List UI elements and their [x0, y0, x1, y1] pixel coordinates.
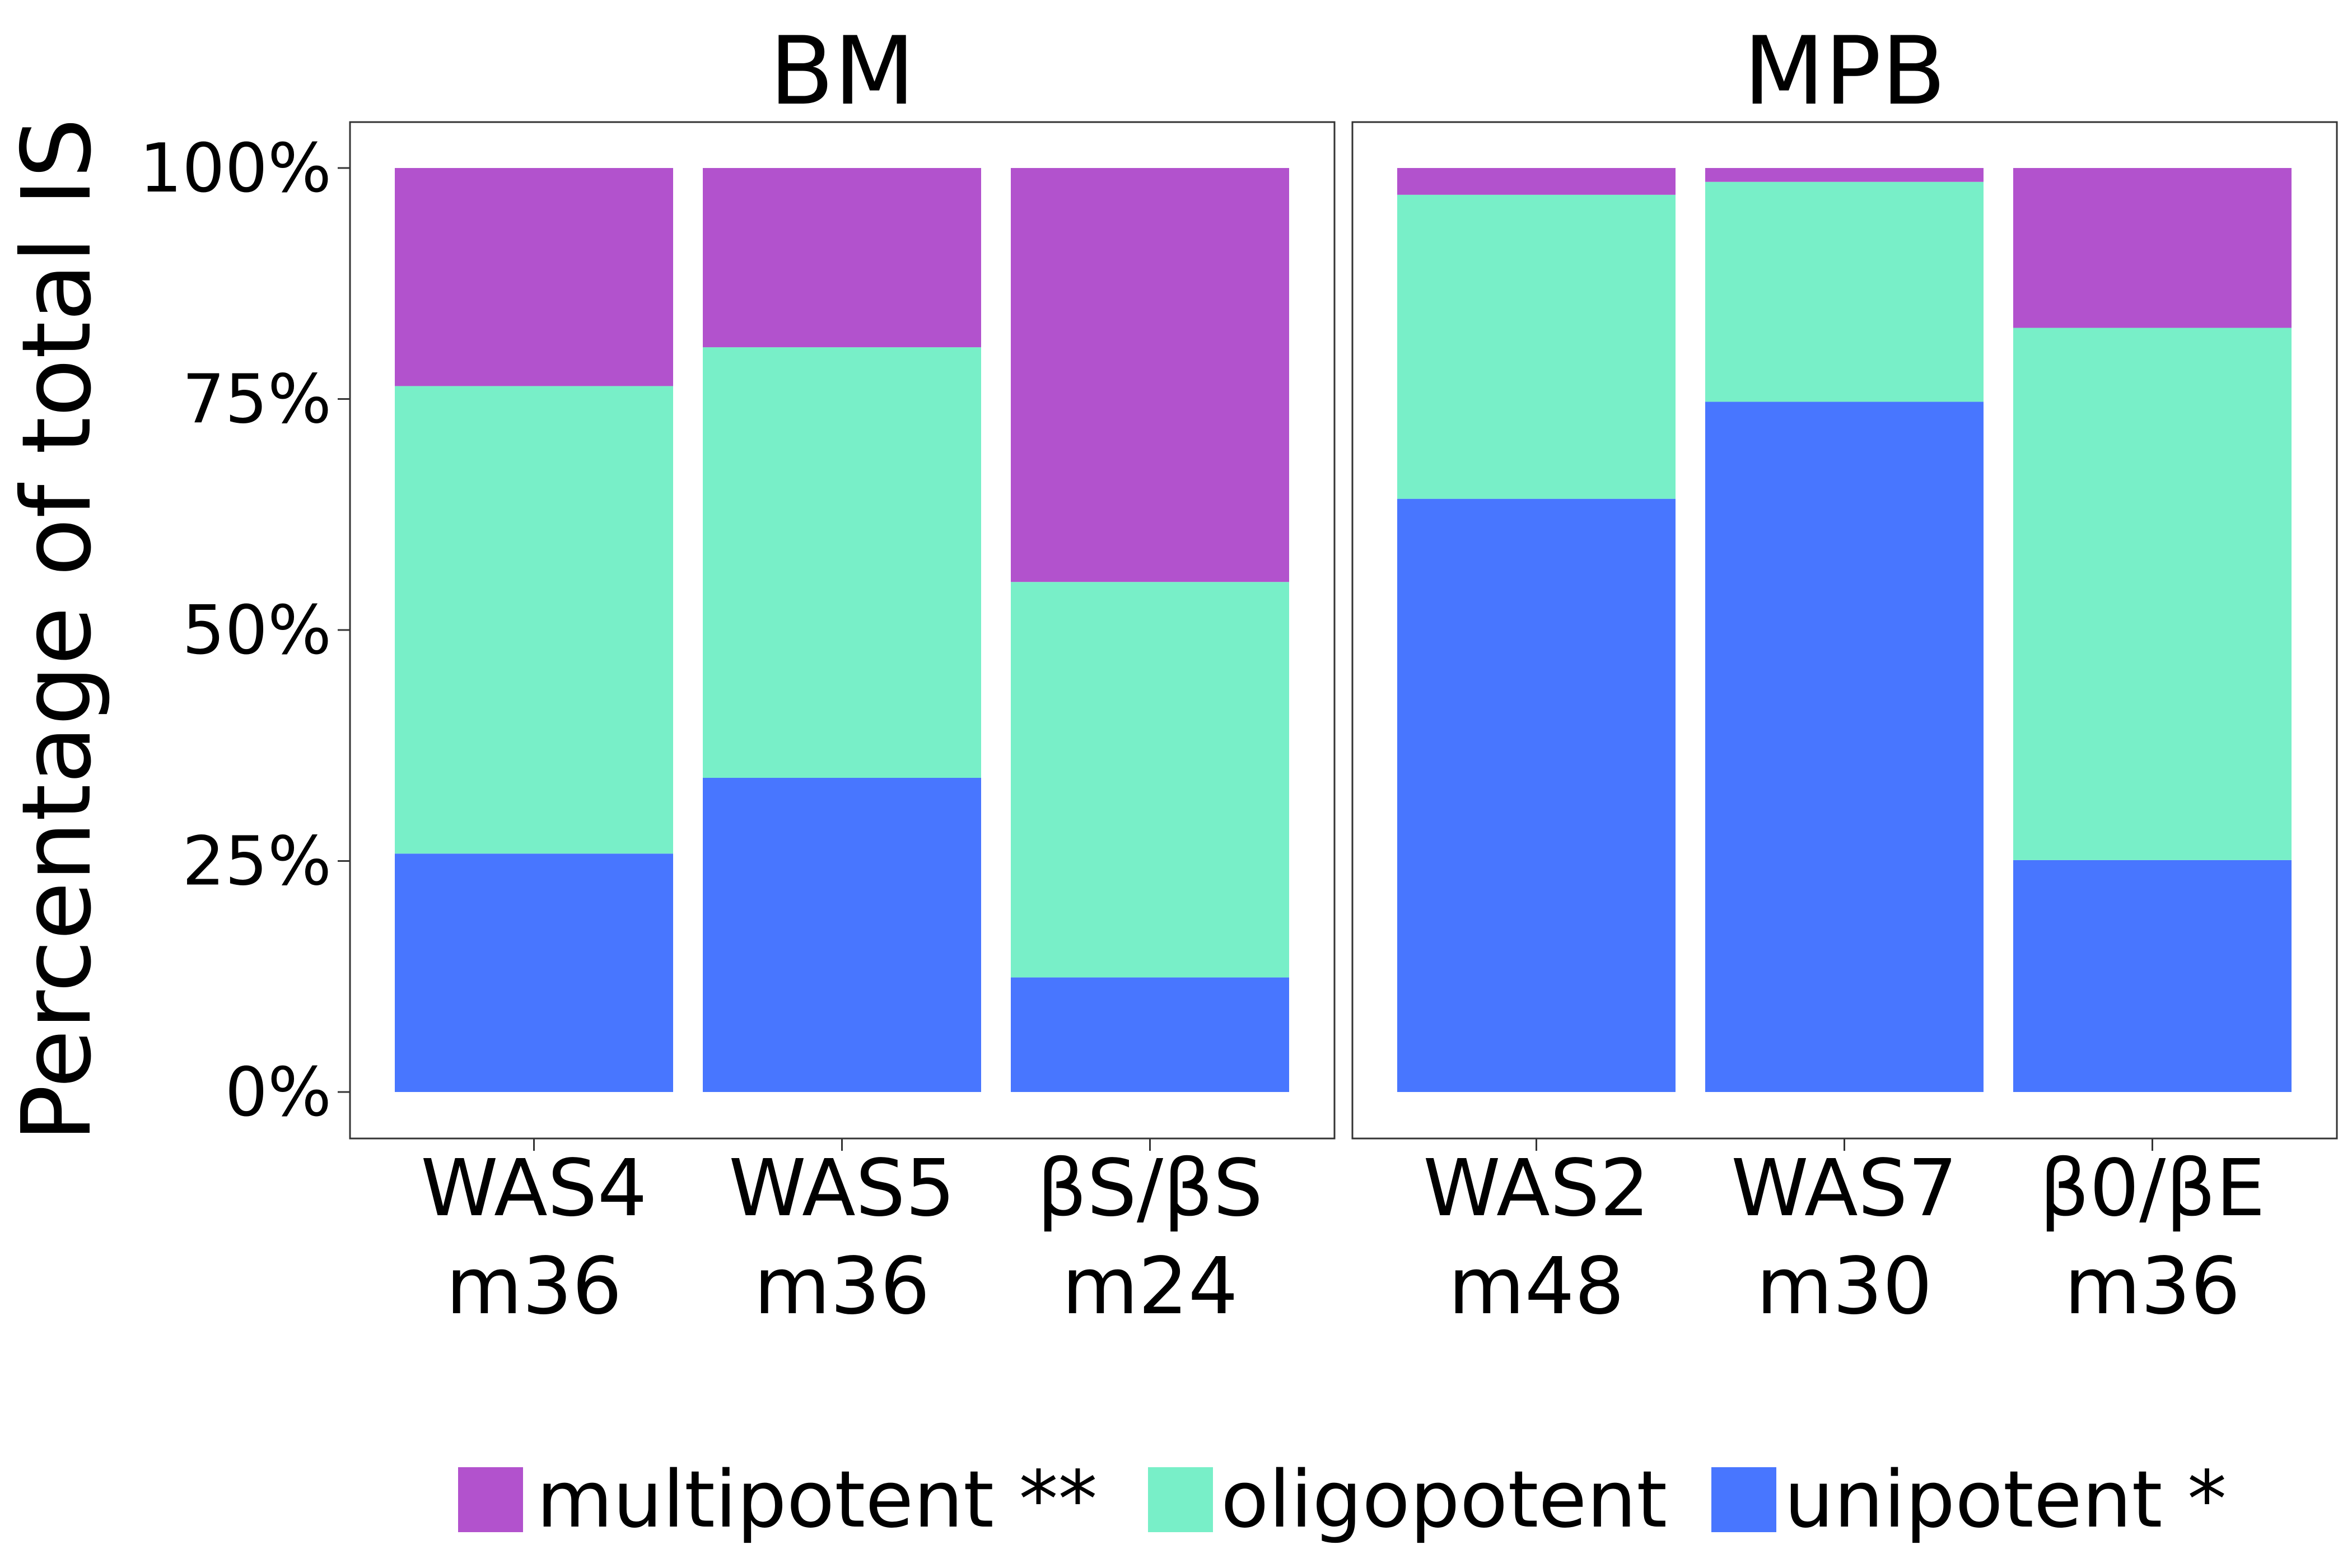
x-tick-label-line2: m36	[754, 1241, 930, 1332]
bar-segment-multipotent	[703, 168, 981, 348]
bar-segment-unipotent	[395, 853, 673, 1092]
x-tick-label-line1: WAS7	[1731, 1143, 1957, 1234]
y-axis-title-group: Percentage of total IS	[2, 118, 113, 1142]
legend-swatch	[458, 1467, 523, 1532]
x-tick-label-line2: m24	[1062, 1241, 1238, 1332]
bar-segment-unipotent	[1011, 977, 1289, 1092]
y-tick-label: 100%	[139, 130, 332, 208]
bar-segment-oligopotent	[1011, 582, 1289, 978]
y-tick-label: 0%	[225, 1054, 332, 1132]
bar-segment-oligopotent	[703, 347, 981, 778]
legend-item-unipotent: unipotent *	[1711, 1454, 2227, 1546]
bar-segment-oligopotent	[1705, 181, 1984, 402]
x-tick-label-line2: m36	[2064, 1241, 2241, 1332]
bar-segment-unipotent	[703, 778, 981, 1092]
x-tick-label-line2: m48	[1448, 1241, 1625, 1332]
bar-segment-multipotent	[1705, 168, 1984, 182]
bar-segment-oligopotent	[395, 386, 673, 854]
bar-segment-multipotent	[2013, 168, 2292, 328]
x-tick-label-line1: β0/βE	[2040, 1143, 2265, 1234]
facet-title: BM	[769, 16, 915, 126]
bar-segment-oligopotent	[1397, 194, 1676, 499]
y-axis-title: Percentage of total IS	[2, 118, 113, 1142]
y-tick-label: 25%	[182, 823, 332, 901]
x-tick-label-line1: WAS4	[421, 1143, 647, 1234]
legend-item-multipotent: multipotent **	[458, 1454, 1097, 1546]
bar-segment-unipotent	[2013, 860, 2292, 1092]
x-tick-label-line2: m36	[446, 1241, 622, 1332]
facet-title: MPB	[1743, 16, 1946, 126]
legend: multipotent ** oligopotent unipotent *	[458, 1454, 2227, 1546]
y-tick-label: 75%	[182, 361, 332, 439]
x-tick-label-line2: m30	[1756, 1241, 1933, 1332]
y-tick-label: 50%	[182, 592, 332, 670]
legend-item-oligopotent: oligopotent	[1148, 1454, 1667, 1546]
legend-swatch	[1711, 1467, 1776, 1532]
y-axis: 0% 25% 50% 75% 100%	[139, 130, 350, 1132]
bar-segment-unipotent	[1705, 402, 1984, 1093]
bar-segment-multipotent	[395, 168, 673, 386]
bar-segment-unipotent	[1397, 498, 1676, 1093]
bar-segment-multipotent	[1011, 168, 1289, 582]
x-tick-label-line1: WAS5	[729, 1143, 955, 1234]
x-tick-label-line1: βS/βS	[1037, 1143, 1263, 1234]
legend-label: unipotent *	[1784, 1454, 2227, 1546]
legend-swatch	[1148, 1467, 1213, 1532]
bar-segment-multipotent	[1397, 168, 1676, 195]
facet-panels: BMWAS4m36WAS5m36βS/βSm24MPBWAS2m48WAS7m3…	[349, 16, 2338, 1332]
x-tick-label-line1: WAS2	[1423, 1143, 1649, 1234]
legend-label: multipotent **	[536, 1454, 1097, 1546]
bar-segment-oligopotent	[2013, 328, 2292, 860]
legend-label: oligopotent	[1221, 1454, 1667, 1546]
